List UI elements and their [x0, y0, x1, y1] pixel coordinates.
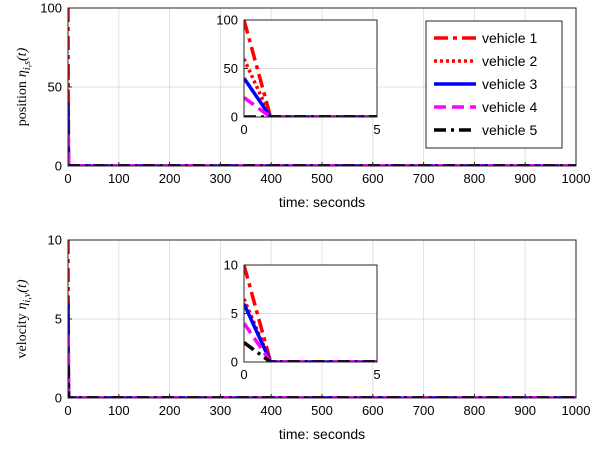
bottom-panel-inset: 0 5 0 5 10 — [224, 258, 381, 383]
top-panel-x-tick-label: 200 — [159, 171, 181, 186]
bottom-panel-x-tick-label: 500 — [311, 403, 333, 418]
top-panel-x-tick-label: 900 — [514, 171, 536, 186]
bottom-panel-inset-y-tick-label: 10 — [224, 258, 238, 273]
top-panel-x-tick-label: 400 — [260, 171, 282, 186]
top-panel-x-tick-label: 600 — [362, 171, 384, 186]
bottom-panel-x-tick-label: 700 — [413, 403, 435, 418]
top-panel-inset-y-tick-label: 100 — [216, 13, 238, 28]
top-panel-x-tick-label: 0 — [64, 171, 71, 186]
bottom-panel-inset-y-tick-label: 5 — [231, 306, 238, 321]
top-panel-inset-y-tick-label: 50 — [224, 61, 238, 76]
bottom-panel-inset-x-tick-label: 0 — [240, 367, 247, 382]
bottom-panel-inset-series-line-vehicle-5 — [244, 341, 377, 362]
top-panel-y-tick-label: 50 — [48, 80, 62, 95]
bottom-panel-x-tick-label: 300 — [210, 403, 232, 418]
bottom-panel-x-tick-label: 400 — [260, 403, 282, 418]
top-panel-x-tick-label: 100 — [108, 171, 130, 186]
top-panel-y-label-argument: (t) — [15, 47, 30, 61]
top-panel-inset-x-tick-label: 0 — [240, 122, 247, 137]
legend-label-vehicle-2: vehicle 2 — [482, 53, 537, 69]
bottom-panel-y-label-symbol: η — [15, 302, 30, 309]
bottom-panel-inset-series-line-vehicle-1 — [244, 265, 377, 362]
top-panel-y-axis-label: position ηi,s(t) — [15, 47, 33, 126]
top-panel-x-tick-label: 1000 — [562, 171, 591, 186]
bottom-panel-y-tick-label: 0 — [55, 391, 62, 406]
top-panel-y-label-symbol: η — [15, 70, 30, 77]
top-panel-y-label-subscript: i,s — [22, 61, 33, 70]
bottom-panel-inset-series-group — [244, 265, 377, 362]
bottom-panel-y-tick-label: 5 — [55, 312, 62, 327]
bottom-panel-x-tick-label: 900 — [514, 403, 536, 418]
top-panel-x-tick-label: 500 — [311, 171, 333, 186]
bottom-panel-x-tick-label: 800 — [464, 403, 486, 418]
legend-label-vehicle-5: vehicle 5 — [482, 122, 537, 138]
legend-label-vehicle-1: vehicle 1 — [482, 30, 537, 46]
bottom-panel-x-tick-label: 200 — [159, 403, 181, 418]
top-panel: 0 100 200 300 400 500 600 700 800 900 1000050100ti… — [15, 1, 590, 211]
top-panel-x-tick-label: 800 — [464, 171, 486, 186]
top-panel-inset-y-tick-label: 0 — [231, 110, 238, 125]
top-panel-x-axis-label: time: seconds — [279, 194, 365, 210]
legend-label-vehicle-4: vehicle 4 — [482, 99, 537, 115]
bottom-panel-x-tick-label: 1000 — [562, 403, 591, 418]
top-panel-inset-series-line-vehicle-1 — [244, 20, 377, 117]
top-panel-y-tick-label: 100 — [40, 1, 62, 16]
top-panel-inset-series-line-vehicle-4 — [244, 96, 377, 117]
top-panel-inset-series-group — [244, 20, 377, 117]
bottom-panel-inset-x-tick-label: 5 — [373, 367, 380, 382]
top-panel-y-label-word: position — [15, 81, 30, 126]
bottom-panel-inset-series-line-vehicle-3 — [244, 303, 377, 362]
bottom-panel-x-tick-label: 600 — [362, 403, 384, 418]
bottom-panel-inset-y-tick-label: 0 — [231, 355, 238, 370]
bottom-panel-x-axis-label: time: seconds — [279, 426, 365, 442]
bottom-panel-y-axis-label: velocity ηi,v(t) — [15, 279, 33, 358]
top-panel-inset-series-line-vehicle-3 — [244, 77, 377, 117]
top-panel-x-tick-label: 300 — [210, 171, 232, 186]
bottom-panel-y-tick-label: 10 — [48, 233, 62, 248]
top-panel-y-tick-label: 0 — [55, 159, 62, 174]
bottom-panel-y-label-argument: (t) — [15, 279, 30, 293]
bottom-panel-y-label-word: velocity — [15, 313, 30, 358]
bottom-panel-y-label-subscript: i,v — [22, 292, 33, 302]
top-panel-x-tick-label: 700 — [413, 171, 435, 186]
bottom-panel-x-tick-label: 100 — [108, 403, 130, 418]
legend-label-vehicle-3: vehicle 3 — [482, 76, 537, 92]
bottom-panel-x-tick-label: 0 — [64, 403, 71, 418]
bottom-panel: 0 100 200 300 400 500 600 700 800 900 10000510time… — [15, 233, 590, 443]
legend: vehicle 1 vehicle 2 vehicle 3 vehicle 4 vehi… — [425, 20, 563, 149]
top-panel-inset-x-tick-label: 5 — [373, 122, 380, 137]
